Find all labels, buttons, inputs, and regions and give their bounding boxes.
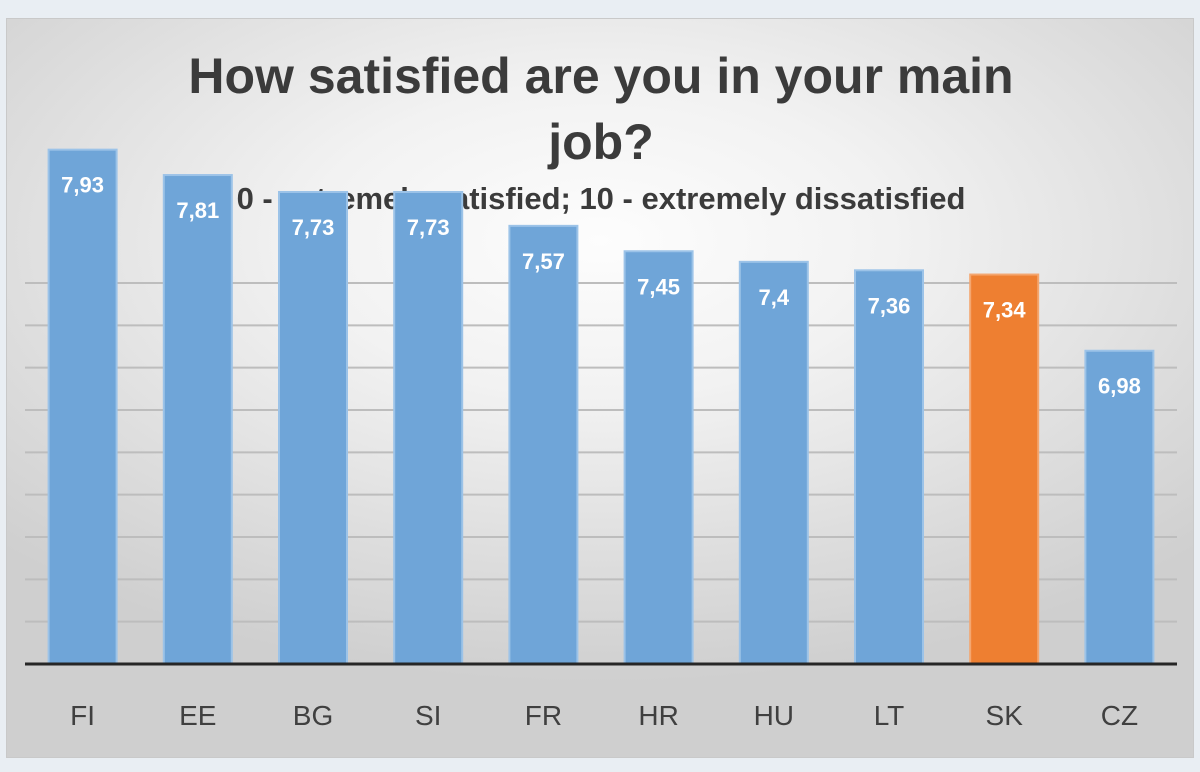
x-tick-label-si: SI <box>415 700 441 731</box>
chart-frame: How satisfied are you in your main job? … <box>6 18 1194 758</box>
bar-lt <box>854 269 924 666</box>
data-label-hu: 7,4 <box>759 285 790 310</box>
x-tick-label-hr: HR <box>638 700 678 731</box>
data-label-hr: 7,45 <box>637 274 680 299</box>
x-tick-label-ee: EE <box>179 700 216 731</box>
x-tick-label-sk: SK <box>986 700 1024 731</box>
bar-cz <box>1084 349 1155 665</box>
bar-sk <box>969 273 1040 666</box>
data-label-fr: 7,57 <box>522 249 565 274</box>
x-tick-label-lt: LT <box>874 700 905 731</box>
bar-plot-area: 7,93 FI 7,81 EE 7,73 BG 7,73 SI 7,57 FR 7,45 HR 7,4 H… <box>25 148 1177 731</box>
bar-ee <box>162 174 233 666</box>
x-tick-label-fr: FR <box>525 700 562 731</box>
chart-subtitle: 0 - extremely satisfied; 10 - extremely … <box>236 181 966 216</box>
data-label-si: 7,73 <box>407 215 450 240</box>
bar-bg <box>278 190 348 665</box>
bar-hu <box>738 260 809 665</box>
data-label-lt: 7,36 <box>868 293 911 318</box>
data-label-fi: 7,93 <box>61 173 104 198</box>
x-tick-label-cz: CZ <box>1101 700 1138 731</box>
data-label-ee: 7,81 <box>176 198 219 223</box>
x-tick-label-hu: HU <box>754 700 794 731</box>
bar-fi <box>47 148 118 665</box>
x-tick-label-fi: FI <box>70 700 95 731</box>
chart-title: How satisfied are you in your main job? <box>7 43 1195 175</box>
chart-title-line-1: How satisfied are you in your main <box>188 48 1014 104</box>
bar-hr <box>623 250 694 665</box>
data-label-bg: 7,73 <box>292 215 335 240</box>
x-tick-label-bg: BG <box>293 700 333 731</box>
chart-title-line-2: job? <box>548 114 654 170</box>
data-label-sk: 7,34 <box>983 298 1027 323</box>
data-label-cz: 6,98 <box>1098 374 1141 399</box>
bar-fr <box>508 224 579 665</box>
bar-si <box>393 190 464 665</box>
